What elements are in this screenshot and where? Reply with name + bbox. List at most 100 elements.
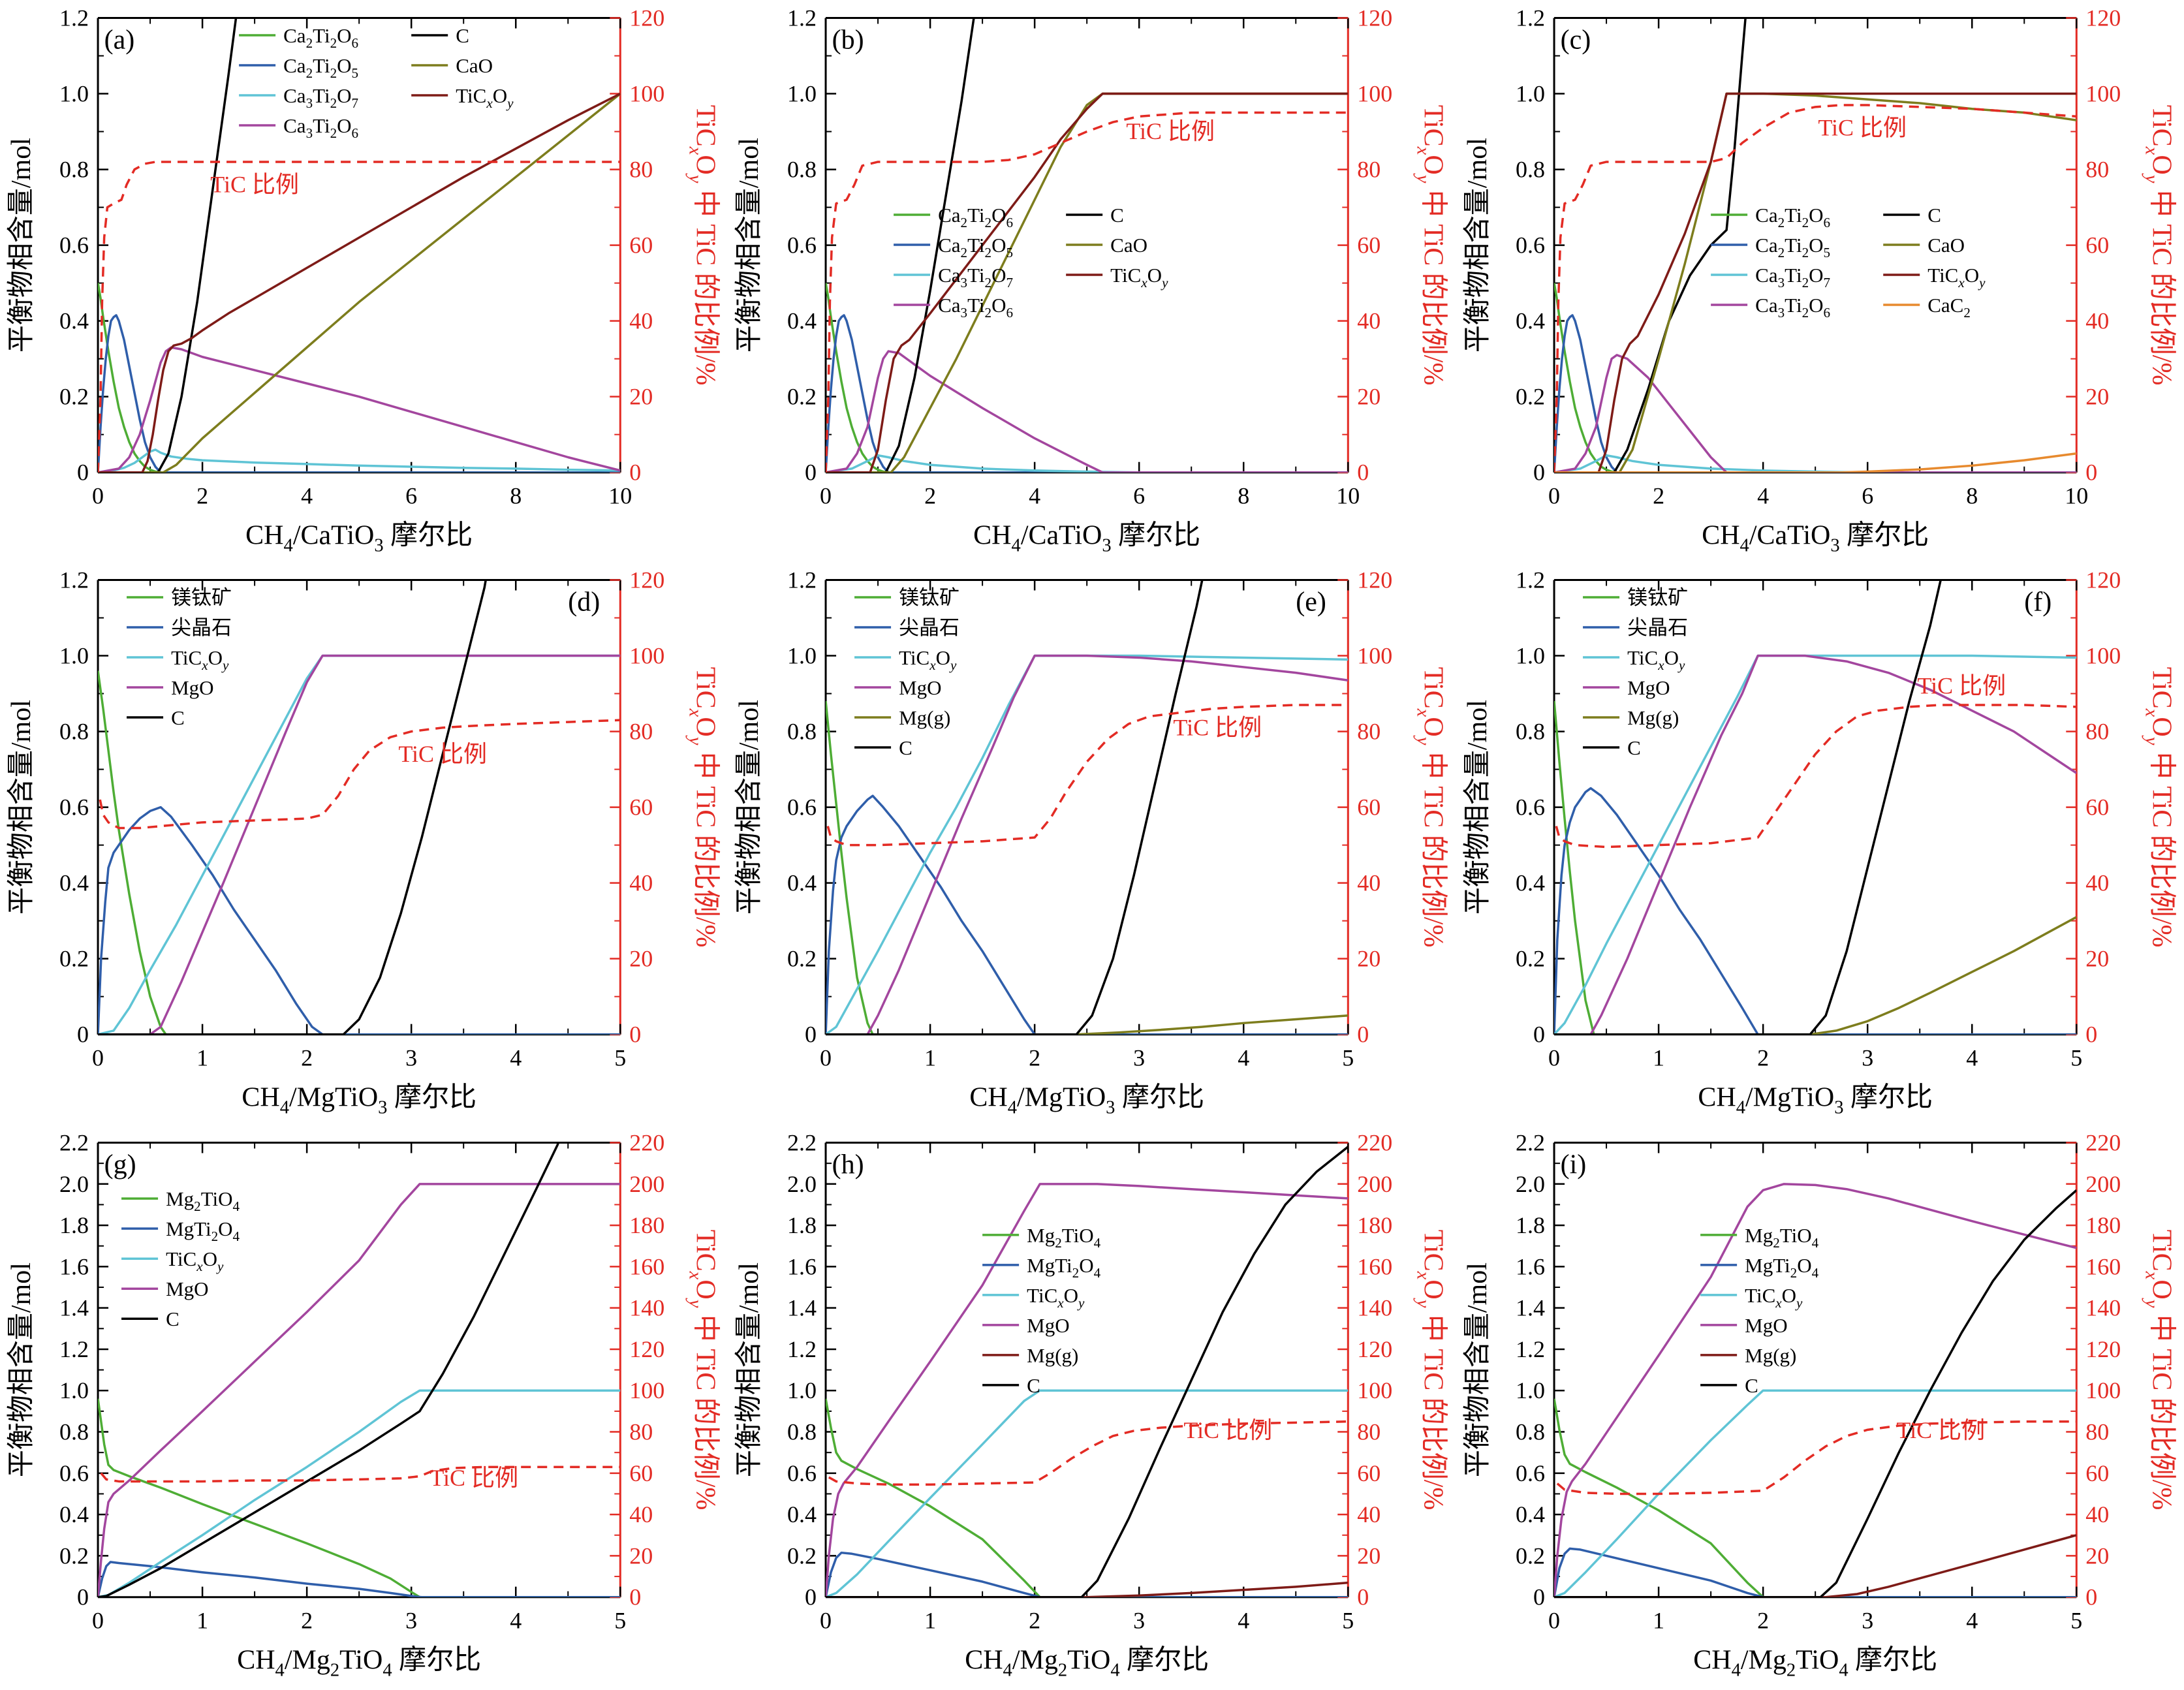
legend-item-TiC-xO-y: TiCxOy (854, 646, 957, 673)
svg-text:0.4: 0.4 (787, 870, 817, 896)
legend-item-Ca-3Ti-2O-6: Ca3Ti2O6 (894, 294, 1013, 321)
svg-text:120: 120 (2085, 1336, 2121, 1362)
legend-label: C (1027, 1373, 1040, 1396)
svg-text:0.8: 0.8 (787, 157, 817, 183)
legend-item-Ca-2Ti-2O-5: Ca2Ti2O5 (894, 234, 1013, 260)
legend-item-Mg-g-: Mg(g) (1700, 1343, 1796, 1366)
svg-text:0.4: 0.4 (787, 308, 817, 334)
svg-text:0.2: 0.2 (787, 1542, 817, 1569)
svg-text:100: 100 (629, 643, 664, 669)
legend-item-MgO: MgO (982, 1313, 1070, 1336)
svg-text:160: 160 (2085, 1253, 2121, 1279)
x-axis-title: CH4/Mg2TiO4 摩尔比 (1693, 1644, 1937, 1680)
svg-text:1.0: 1.0 (59, 643, 89, 669)
svg-text:1.2: 1.2 (787, 5, 817, 31)
svg-text:3: 3 (1134, 1045, 1146, 1071)
svg-text:80: 80 (629, 157, 653, 183)
svg-text:1: 1 (924, 1045, 936, 1071)
series-line-Ca-3Ti-2O-6 (826, 350, 1349, 473)
plot-frame (1553, 1141, 2078, 1598)
x-axis: 0 2 4 6 8 10 (92, 18, 632, 509)
svg-text:1.8: 1.8 (1516, 1212, 1545, 1238)
legend-item-C: C (127, 706, 185, 729)
y-axis-right: 0 20 40 60 80 100 120 (610, 567, 664, 1048)
legend-item-C: C (854, 736, 913, 759)
svg-text:1.0: 1.0 (787, 643, 817, 669)
series-line-TiC- (826, 111, 1349, 473)
y-axis-left: 0 0.2 0.4 0.6 0.8 1.0 1.2 (787, 5, 837, 486)
x-axis: 0 1 2 3 4 5 (92, 1142, 626, 1633)
legend-label: Ca3Ti2O7 (938, 264, 1013, 290)
svg-text:3: 3 (1862, 1607, 1873, 1633)
svg-text:4: 4 (510, 1045, 522, 1071)
svg-text:1.6: 1.6 (1516, 1253, 1545, 1279)
series-line-TiC-xO-y (826, 1388, 1349, 1597)
x-axis: 0 1 2 3 4 5 (820, 1142, 1354, 1633)
panel-g: 0 1 2 3 4 5 0 0.2 0.4 0.6 0.8 1.0 1.2 1.4 1.6 1.8 2.0 2.2… (0, 1125, 728, 1687)
svg-text:0: 0 (820, 483, 832, 509)
svg-text:2.2: 2.2 (787, 1129, 817, 1155)
svg-text:40: 40 (2085, 1501, 2109, 1527)
legend-item-Ca-3Ti-2O-6: Ca3Ti2O6 (239, 114, 358, 141)
svg-text:120: 120 (2085, 567, 2121, 593)
plot-frame (824, 1141, 1350, 1598)
tic-ratio-annotation: TiC 比例 (1184, 1417, 1273, 1443)
svg-text:0.8: 0.8 (59, 1418, 89, 1445)
svg-text:0.6: 0.6 (787, 232, 817, 258)
svg-text:4: 4 (1029, 483, 1040, 509)
y-axis-left: 0 0.2 0.4 0.6 0.8 1.0 1.2 1.4 1.6 1.8 2.0 2.2 (1516, 1129, 1565, 1610)
svg-text:0.8: 0.8 (787, 1418, 817, 1445)
legend-label: CaO (456, 54, 493, 77)
svg-text:10: 10 (608, 483, 632, 509)
plot-frame (97, 1141, 621, 1598)
y-axis-right: 0 20 40 60 80 100 120 (1337, 567, 1393, 1048)
svg-text:0: 0 (77, 460, 89, 486)
svg-text:100: 100 (1358, 81, 1393, 107)
svg-text:0.8: 0.8 (59, 719, 89, 745)
y-axis-left: 0 0.2 0.4 0.6 0.8 1.0 1.2 1.4 1.6 1.8 2.0 2.2 (787, 1129, 837, 1610)
series-line-C (1553, 1189, 2076, 1597)
svg-text:1: 1 (1653, 1045, 1664, 1071)
legend-label: Mg2TiO4 (166, 1187, 240, 1214)
series-lines (98, 18, 621, 473)
legend: Mg2TiO4 MgTi2O4 TiCxOy MgO Mg(g) C (982, 1223, 1101, 1396)
legend-item-Mg-2TiO-4: Mg2TiO4 (982, 1223, 1101, 1250)
x-axis-title: CH4/CaTiO3 摩尔比 (245, 520, 473, 556)
panel-f: 0 1 2 3 4 5 0 0.2 0.4 0.6 0.8 1.0 1.2 0 20 40 60 80 100 120… (1456, 562, 2184, 1124)
series-line-- (1553, 787, 2076, 1035)
legend-item-MgO: MgO (854, 676, 942, 699)
svg-text:1.2: 1.2 (59, 1336, 89, 1362)
legend-label: TiCxOy (166, 1247, 224, 1274)
svg-text:2: 2 (1029, 1607, 1040, 1633)
series-line-C (98, 1142, 560, 1597)
svg-text:0: 0 (805, 1584, 817, 1610)
svg-text:0: 0 (92, 1045, 104, 1071)
legend-label: 镁钛矿 (899, 586, 959, 609)
svg-text:60: 60 (629, 794, 653, 821)
y-axis-title: 平衡物相含量/mol (1463, 138, 1493, 352)
svg-text:2: 2 (1757, 1607, 1769, 1633)
legend-label: MgO (166, 1277, 208, 1300)
series-line-CaC-2 (1553, 452, 2076, 473)
svg-text:40: 40 (2085, 870, 2109, 896)
svg-text:0.2: 0.2 (1516, 1542, 1545, 1569)
y-axis-title: 平衡物相含量/mol (734, 700, 764, 915)
panel-letter: (c) (1560, 25, 1591, 55)
legend-item-Mg-g-: Mg(g) (1582, 706, 1679, 729)
legend-item-C: C (1700, 1373, 1758, 1396)
legend-label: Mg(g) (1027, 1343, 1078, 1366)
svg-text:160: 160 (1358, 1253, 1393, 1279)
svg-text:0: 0 (77, 1584, 89, 1610)
svg-text:4: 4 (301, 483, 313, 509)
y-axis-right: 0 20 40 60 80 100 120 (2065, 567, 2121, 1048)
series-lines (98, 580, 621, 1035)
y-axis-right: 0 20 40 60 80 100 120 140 160 180 200 220 (2065, 1129, 2121, 1610)
series-line-Ca-3Ti-2O-7 (98, 448, 621, 473)
legend-label: Ca2Ti2O6 (283, 24, 358, 51)
svg-text:4: 4 (1238, 1607, 1250, 1633)
series-line-- (98, 670, 621, 1035)
tic-ratio-annotation: TiC 比例 (1174, 715, 1262, 741)
